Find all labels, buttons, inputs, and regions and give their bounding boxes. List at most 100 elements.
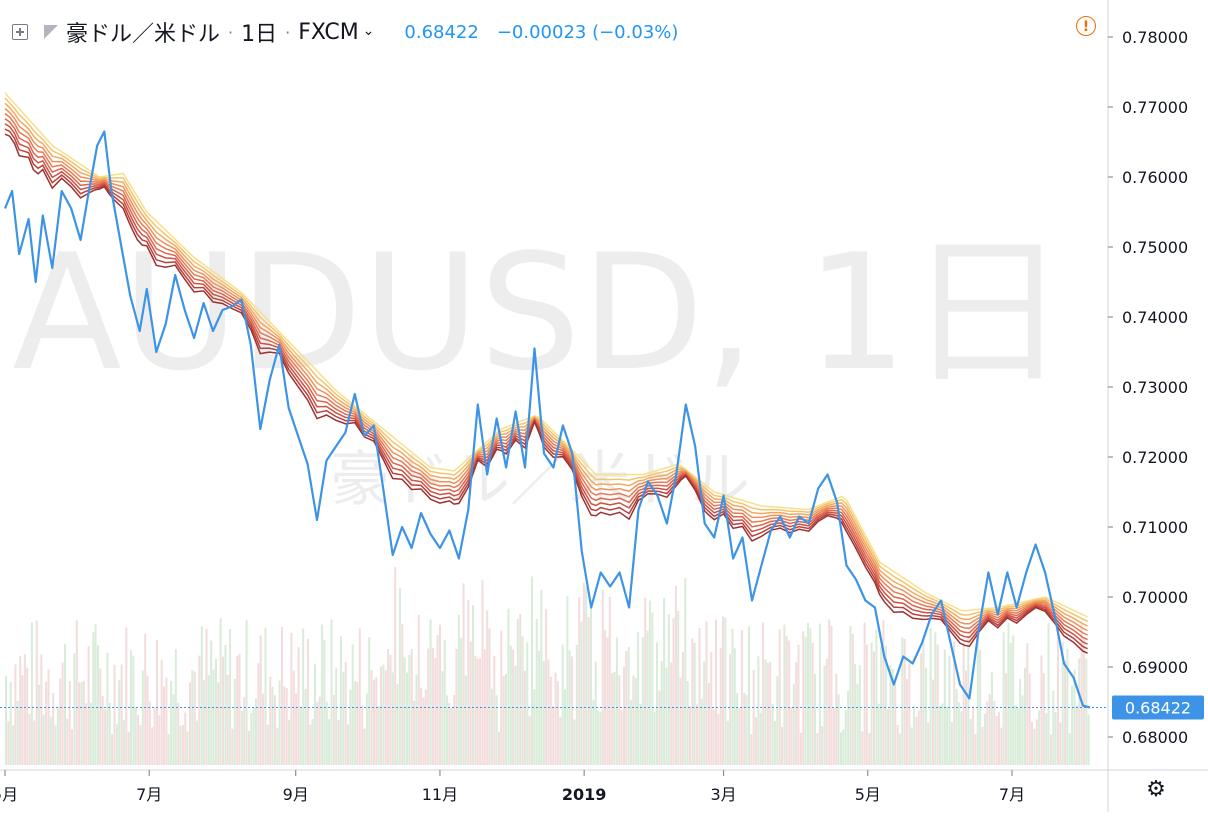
volume-bar — [238, 653, 241, 765]
expand-icon[interactable] — [12, 24, 28, 40]
volume-bar — [615, 637, 618, 765]
volume-bar — [998, 712, 1000, 765]
volume-bar — [776, 676, 779, 765]
volume-bar — [689, 706, 691, 765]
volume-bar — [82, 680, 85, 765]
volume-bar — [955, 689, 958, 765]
volume-bar — [696, 704, 699, 765]
volume-bar — [601, 589, 604, 765]
volume-bar — [627, 647, 630, 765]
volume-bar — [167, 734, 170, 765]
volume-bar — [299, 707, 302, 765]
exchange-label: FXCM — [298, 19, 359, 45]
volume-bar — [226, 674, 229, 765]
alert-icon[interactable]: ! — [1076, 16, 1096, 36]
volume-bar — [795, 662, 798, 765]
time-tick-label: 11月 — [422, 785, 458, 804]
volume-bar — [370, 670, 373, 765]
volume-bar — [401, 624, 404, 765]
volume-bar — [825, 658, 828, 765]
volume-bar — [434, 658, 437, 765]
volume-bar — [976, 635, 979, 765]
volume-bar — [1040, 655, 1043, 765]
volume-bar — [535, 619, 538, 765]
volume-bar — [224, 644, 227, 765]
volume-bar — [240, 711, 243, 765]
last-price-badge: 0.68422 — [1112, 695, 1204, 720]
volume-bar — [290, 632, 293, 765]
volume-bar — [316, 701, 319, 765]
ma-ribbon-line — [4, 123, 1088, 645]
volume-bar — [174, 649, 177, 765]
volume-bar — [738, 708, 741, 765]
volume-bar — [715, 619, 717, 765]
volume-bar — [469, 641, 472, 765]
volume-bar — [297, 647, 300, 765]
volume-bar — [71, 729, 73, 765]
volume-bar — [361, 705, 364, 765]
volume-bar — [439, 624, 441, 765]
volume-bar — [1031, 721, 1033, 765]
gear-icon[interactable]: ⚙ — [1146, 777, 1166, 802]
volume-bar — [229, 629, 232, 765]
exchange-selector[interactable]: FXCM ⌄ — [298, 20, 374, 45]
time-axis[interactable]: 5月 7月 9月 11月 2019 3月 5月 7月 — [0, 769, 1208, 804]
volume-bar — [757, 656, 760, 765]
volume-bar — [243, 697, 246, 765]
volume-bar — [217, 682, 220, 765]
volume-bar — [599, 711, 602, 765]
ma-ribbon-line — [4, 107, 1088, 632]
symbol-name[interactable]: 豪ドル／米ドル — [66, 22, 221, 47]
volume-bar — [830, 626, 833, 765]
watermark-name: 豪ドル／米ドル — [330, 445, 750, 515]
volume-bar — [691, 638, 694, 765]
volume-bar — [748, 626, 750, 765]
volume-bar — [1033, 728, 1036, 765]
volume-bar — [295, 693, 298, 765]
volume-bar — [858, 665, 861, 765]
volume-bar — [729, 654, 732, 765]
flag-icon[interactable] — [44, 25, 58, 39]
ma-ribbon-line — [4, 102, 1088, 627]
volume-bar — [1082, 638, 1085, 765]
last-price-badge-label: 0.68422 — [1125, 698, 1191, 717]
volume-bar — [259, 635, 262, 765]
volume-bar — [799, 732, 802, 765]
volume-bar — [89, 702, 92, 765]
volume-bar — [908, 663, 911, 765]
volume-bar — [448, 703, 451, 765]
price-axis[interactable]: 0.78000 0.77000 0.76000 0.75000 0.74000 0.730… — [1107, 0, 1188, 812]
volume-bar — [210, 640, 213, 765]
volume-bar — [653, 711, 656, 765]
price-tick-label: 0.77000 — [1122, 98, 1188, 117]
volume-bar — [99, 668, 102, 765]
volume-bar — [686, 681, 689, 765]
volume-bar — [717, 713, 720, 765]
volume-bar — [467, 600, 470, 765]
volume-bar — [922, 638, 925, 765]
volume-bar — [1021, 695, 1024, 765]
volume-bar — [639, 703, 642, 765]
volume-bar — [764, 659, 767, 765]
volume-bar — [962, 643, 965, 765]
volume-bar — [884, 645, 887, 765]
volume-bar — [934, 632, 937, 765]
volume-bar — [106, 652, 109, 765]
volume-bar — [115, 724, 118, 765]
volume-bar — [946, 706, 949, 765]
volume-bar — [594, 661, 597, 765]
volume-bar — [382, 664, 385, 765]
price-tick-label: 0.74000 — [1122, 308, 1188, 327]
volume-bar — [85, 703, 88, 765]
volume-bar — [212, 669, 215, 765]
volume-bar — [575, 644, 578, 765]
volume-bar — [582, 583, 585, 765]
volume-bar — [1054, 712, 1057, 765]
interval-label[interactable]: 1日 — [241, 22, 278, 47]
volume-bar — [681, 651, 684, 765]
volume-bar — [677, 610, 680, 765]
volume-bar — [61, 662, 64, 765]
volume-bar — [1007, 622, 1010, 765]
